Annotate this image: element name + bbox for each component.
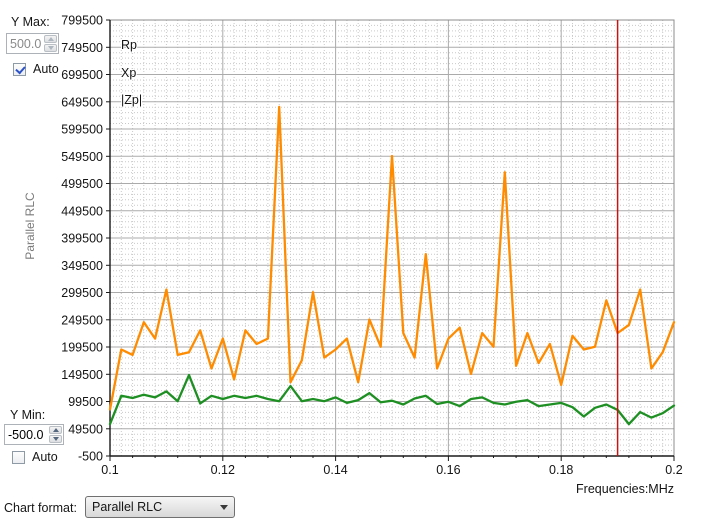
y-min-auto-checkbox[interactable] xyxy=(12,450,25,464)
x-axis-tick-label: 0.1 xyxy=(101,463,118,477)
chart-format-value: Parallel RLC xyxy=(92,500,163,514)
legend-rp: Rp xyxy=(121,38,137,52)
y-axis-tick-label: 449500 xyxy=(61,204,103,218)
y-max-input[interactable] xyxy=(7,34,43,53)
down-arrow-icon xyxy=(52,437,59,441)
y-axis-tick-label: 499500 xyxy=(61,177,103,191)
y-min-spin-buttons xyxy=(48,425,63,444)
y-axis-tick-label: 49500 xyxy=(68,422,103,436)
plot-border xyxy=(109,19,675,457)
y-axis-tick-label: 99500 xyxy=(68,395,103,409)
up-arrow-icon xyxy=(47,37,54,41)
x-axis-title: Frequencies:MHz xyxy=(576,482,674,496)
y-axis-tick-label: 199500 xyxy=(61,341,103,355)
legend-xp: Xp xyxy=(121,66,136,80)
y-axis-tick-label: 249500 xyxy=(61,313,103,327)
series-line-rp xyxy=(108,105,676,411)
y-max-spin-buttons xyxy=(43,34,58,53)
y-max-auto-label: Auto xyxy=(33,62,59,76)
y-min-spin-down-button[interactable] xyxy=(49,435,62,443)
y-min-auto-row: Auto xyxy=(12,450,58,464)
y-axis-tick-label: 799500 xyxy=(61,14,103,28)
y-axis-tick-label: 149500 xyxy=(61,368,103,382)
y-max-spinner xyxy=(6,33,59,54)
chevron-down-icon xyxy=(220,504,228,510)
x-axis-tick-label: 0.12 xyxy=(211,463,235,477)
y-axis-tick-label: 549500 xyxy=(61,150,103,164)
y-axis-tick-label: 599500 xyxy=(61,123,103,137)
x-axis-tick-label: 0.14 xyxy=(323,463,347,477)
y-min-spin-up-button[interactable] xyxy=(49,426,62,434)
chart-format-label: Chart format: xyxy=(4,501,77,515)
y-min-spinner xyxy=(4,424,64,445)
chart-format-combobox[interactable]: Parallel RLC xyxy=(85,496,235,518)
y-max-auto-row: Auto xyxy=(13,62,59,76)
legend-zp: |Zp| xyxy=(121,93,142,107)
check-icon xyxy=(15,63,26,74)
y-axis-tick-label: 649500 xyxy=(61,95,103,109)
y-min-auto-label: Auto xyxy=(32,450,58,464)
y-min-label: Y Min: xyxy=(10,408,46,422)
y-axis-tick-label: 299500 xyxy=(61,286,103,300)
x-axis-tick-label: 0.18 xyxy=(549,463,573,477)
y-max-auto-checkbox[interactable] xyxy=(13,62,26,76)
y-axis-tick-label: 399500 xyxy=(61,232,103,246)
y-axis-title: Parallel RLC xyxy=(23,192,37,260)
y-axis-tick-label: -500 xyxy=(78,450,103,464)
y-min-input[interactable] xyxy=(5,425,48,444)
series-line-zp xyxy=(108,373,676,426)
y-axis-tick-label: 699500 xyxy=(61,68,103,82)
y-axis-tick-label: 349500 xyxy=(61,259,103,273)
up-arrow-icon xyxy=(52,428,59,432)
y-max-spin-down-button[interactable] xyxy=(44,44,57,52)
x-axis-tick-label: 0.2 xyxy=(665,463,682,477)
y-max-label: Y Max: xyxy=(11,15,50,29)
x-axis-tick-label: 0.16 xyxy=(436,463,460,477)
y-axis-tick-label: 749500 xyxy=(61,41,103,55)
y-max-spin-up-button[interactable] xyxy=(44,35,57,43)
down-arrow-icon xyxy=(47,46,54,50)
